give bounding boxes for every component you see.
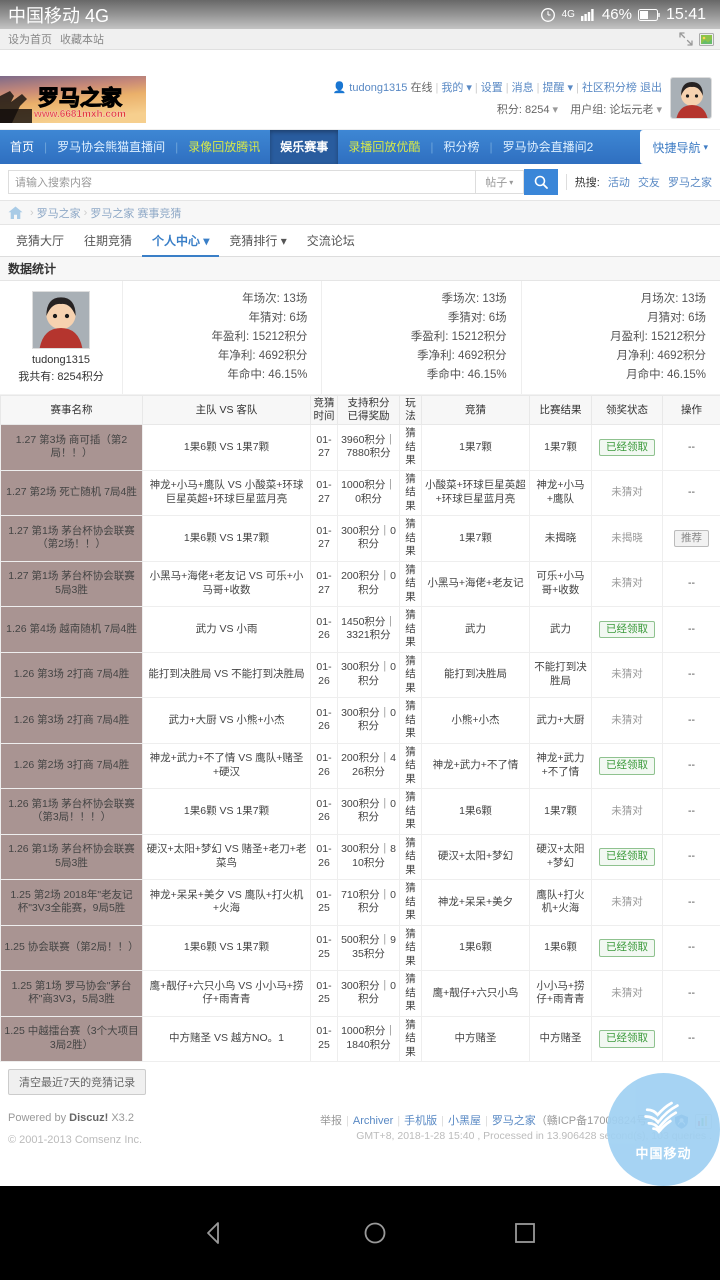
svg-text:罗马之家: 罗马之家: [38, 86, 123, 110]
svg-text:www.6681mxh.com: www.6681mxh.com: [33, 109, 126, 120]
